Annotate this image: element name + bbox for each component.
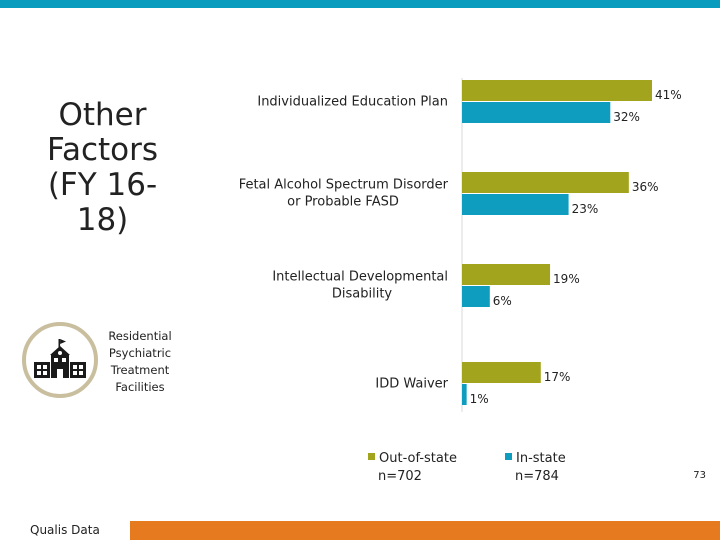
bar-out-of-state bbox=[462, 264, 551, 285]
bar-out-of-state bbox=[462, 80, 652, 101]
bar-in-state bbox=[462, 194, 569, 215]
legend-swatch-in-state bbox=[505, 453, 512, 460]
legend-sample-in-state: n=784 bbox=[515, 469, 559, 484]
bar-out-of-state bbox=[462, 172, 629, 193]
facility-type-label: Residential Psychiatric Treatment Facili… bbox=[108, 329, 172, 394]
bar-in-state bbox=[462, 286, 490, 307]
page-number: 73 bbox=[693, 470, 706, 481]
legend-item-in-state: In-state n=784 bbox=[505, 450, 566, 486]
legend-label-out-of-state: Out-of-state bbox=[379, 451, 457, 466]
data-label: 19% bbox=[553, 272, 580, 286]
legend-item-out-of-state: Out-of-state n=702 bbox=[368, 450, 457, 486]
category-label: Individualized Education Plan bbox=[257, 95, 448, 110]
bar-out-of-state bbox=[462, 362, 541, 383]
bar-in-state bbox=[462, 384, 467, 405]
footer-source-label: Qualis Data bbox=[0, 521, 130, 540]
bar-in-state bbox=[462, 102, 611, 123]
slide-title: Other Factors (FY 16-18) bbox=[46, 97, 159, 238]
category-label: IDD Waiver bbox=[375, 377, 448, 392]
data-label: 41% bbox=[655, 88, 682, 102]
category-label: Fetal Alcohol Spectrum Disorder or Probab… bbox=[239, 178, 449, 210]
legend-sample-out-of-state: n=702 bbox=[378, 469, 422, 484]
data-label: 1% bbox=[470, 392, 489, 406]
data-label: 32% bbox=[613, 110, 640, 124]
school-building-icon bbox=[22, 322, 98, 398]
legend-swatch-out-of-state bbox=[368, 453, 375, 460]
category-label: Intellectual Developmental Disability bbox=[272, 270, 448, 302]
data-label: 23% bbox=[572, 202, 599, 216]
top-accent-bar bbox=[0, 0, 720, 8]
data-label: 17% bbox=[544, 370, 571, 384]
legend-label-in-state: In-state bbox=[516, 451, 566, 466]
data-label: 36% bbox=[632, 180, 659, 194]
data-label: 6% bbox=[493, 294, 512, 308]
bottom-accent-bar bbox=[0, 521, 720, 540]
